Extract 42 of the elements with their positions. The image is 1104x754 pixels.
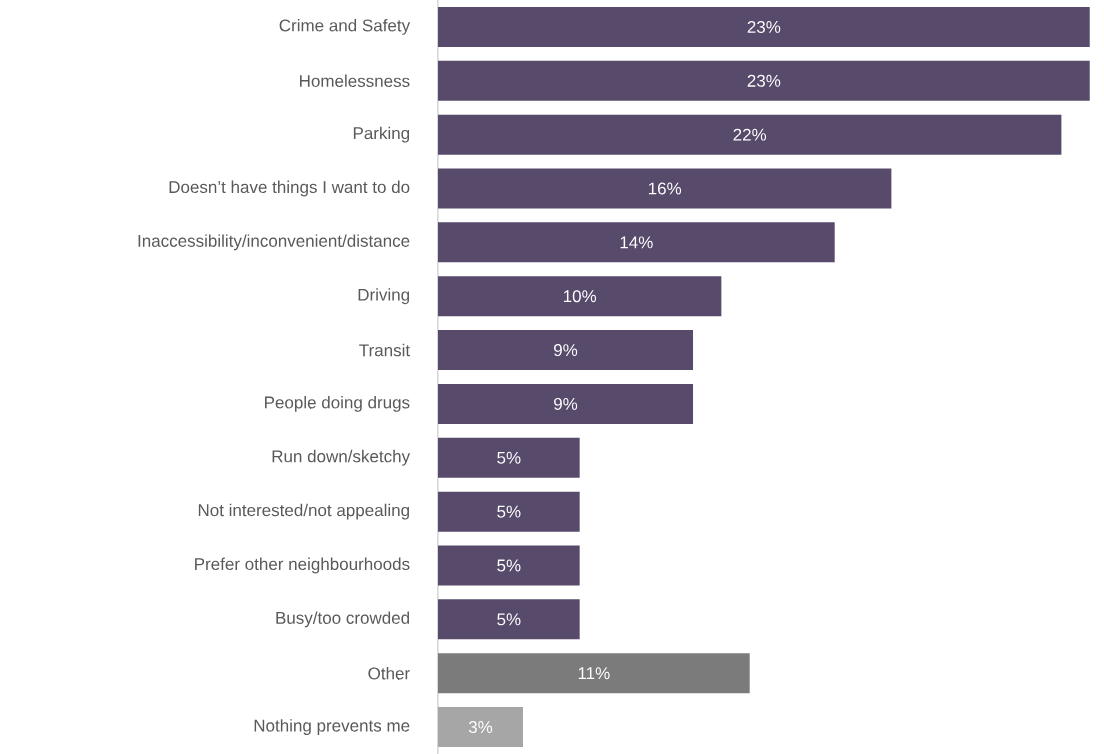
bar bbox=[438, 60, 1090, 101]
bar bbox=[438, 653, 750, 694]
bar bbox=[438, 6, 1090, 47]
bar bbox=[438, 491, 580, 532]
y-tick-label: Crime and Safety bbox=[279, 19, 411, 35]
bar bbox=[438, 599, 580, 640]
y-tick-label: Prefer other neighbourhoods bbox=[195, 557, 410, 574]
y-tick-label: Nothing prevents me bbox=[254, 719, 410, 735]
y-tick-label: Transit bbox=[359, 343, 410, 357]
data-label: 16% bbox=[648, 182, 682, 195]
bar bbox=[438, 707, 524, 748]
bar bbox=[438, 276, 722, 317]
data-label: 5% bbox=[497, 451, 521, 464]
y-tick-label: Other bbox=[368, 666, 410, 680]
data-label: 14% bbox=[620, 236, 653, 249]
data-label: 11% bbox=[578, 667, 610, 680]
y-tick-label: Parking bbox=[353, 126, 410, 143]
data-label: 5% bbox=[497, 559, 521, 572]
data-label: 23% bbox=[747, 20, 781, 33]
bar bbox=[438, 222, 835, 263]
data-label: 5% bbox=[497, 505, 521, 518]
y-tick-label: Run down/sketchy bbox=[272, 449, 411, 466]
data-label: 5% bbox=[497, 613, 521, 626]
y-tick-label: Busy/too crowded bbox=[276, 611, 410, 628]
y-tick-label: Driving bbox=[358, 288, 410, 305]
data-label: 9% bbox=[554, 397, 578, 410]
bar bbox=[438, 168, 892, 209]
y-tick-label: Doesn’t have things I want to do bbox=[169, 180, 410, 197]
y-tick-label: Inaccessibility/inconvenient/distance bbox=[138, 234, 410, 251]
data-label: 9% bbox=[554, 344, 578, 357]
data-label: 22% bbox=[733, 128, 767, 141]
bar bbox=[438, 114, 1062, 155]
data-label: 3% bbox=[468, 721, 493, 734]
y-tick-label: People doing drugs bbox=[265, 396, 410, 412]
y-tick-label: Homelessness bbox=[300, 74, 410, 88]
bar bbox=[438, 545, 580, 586]
bar bbox=[438, 383, 694, 424]
y-tick-label: Not interested/not appealing bbox=[198, 503, 409, 520]
data-label: 10% bbox=[563, 290, 597, 303]
bar bbox=[438, 330, 694, 371]
data-label: 23% bbox=[747, 74, 781, 87]
bar bbox=[438, 437, 580, 478]
